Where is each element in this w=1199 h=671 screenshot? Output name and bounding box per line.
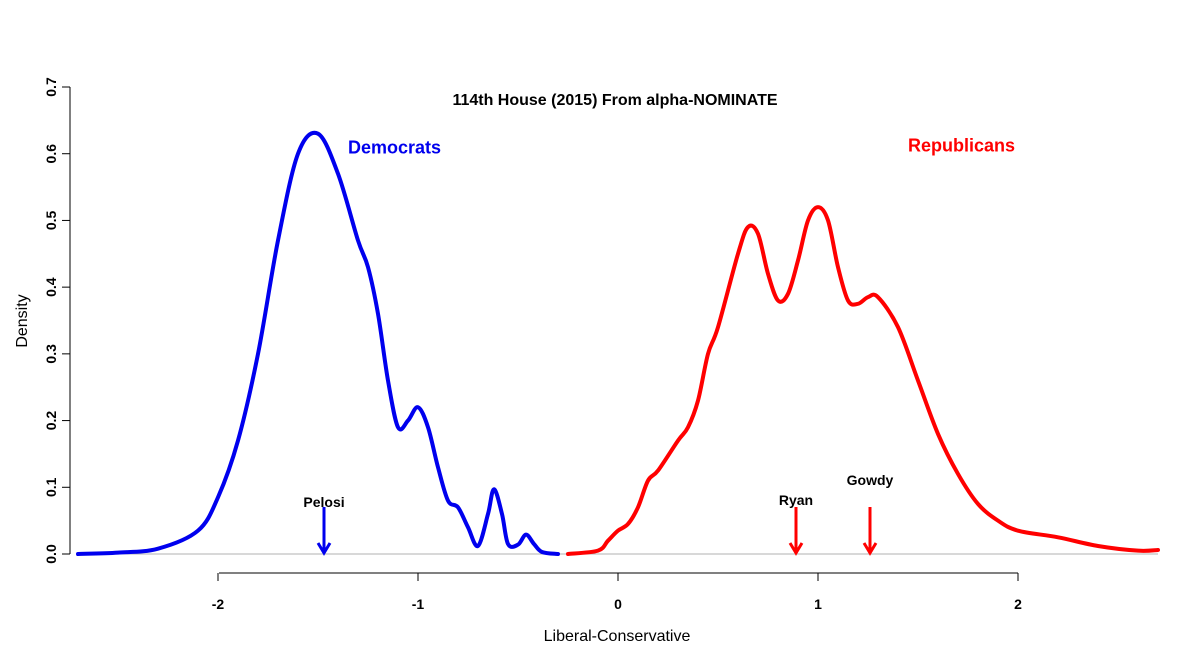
annotation-label: Gowdy [847,472,894,488]
annotation-label: Ryan [779,492,813,508]
x-tick-label: -1 [412,596,425,612]
annotation-gowdy: Gowdy [847,472,894,553]
y-tick-label: 0.4 [43,277,59,297]
y-tick-label: 0.0 [43,544,59,564]
density-line-republicans [568,207,1158,554]
x-axis-ticks: -2 -1 0 1 2 [212,573,1022,612]
x-axis-title: Liberal-Conservative [544,628,691,645]
y-tick-label: 0.6 [43,144,59,164]
y-tick-label: 0.1 [43,477,59,497]
y-axis-title: Density [14,294,31,347]
x-tick-label: 2 [1014,596,1022,612]
x-tick-label: -2 [212,596,225,612]
annotation-ryan: Ryan [779,492,813,553]
y-tick-label: 0.2 [43,411,59,431]
y-tick-label: 0.3 [43,344,59,364]
party-labels: Democrats Republicans [348,136,1015,158]
y-tick-label: 0.7 [43,77,59,97]
density-line-democrats [78,133,558,554]
x-tick-label: 0 [614,596,622,612]
member-annotations: Pelosi Ryan Gowdy [303,472,893,553]
series-layer [78,133,1158,554]
party-label-republicans: Republicans [908,136,1015,156]
party-label-democrats: Democrats [348,138,441,158]
y-axis-ticks: 0.0 0.1 0.2 0.3 0.4 0.5 0.6 0.7 [43,77,70,564]
annotation-label: Pelosi [303,494,344,510]
x-tick-label: 1 [814,596,822,612]
chart-title: 114th House (2015) From alpha-NOMINATE [452,92,777,109]
annotation-pelosi: Pelosi [303,494,344,553]
y-tick-label: 0.5 [43,210,59,230]
